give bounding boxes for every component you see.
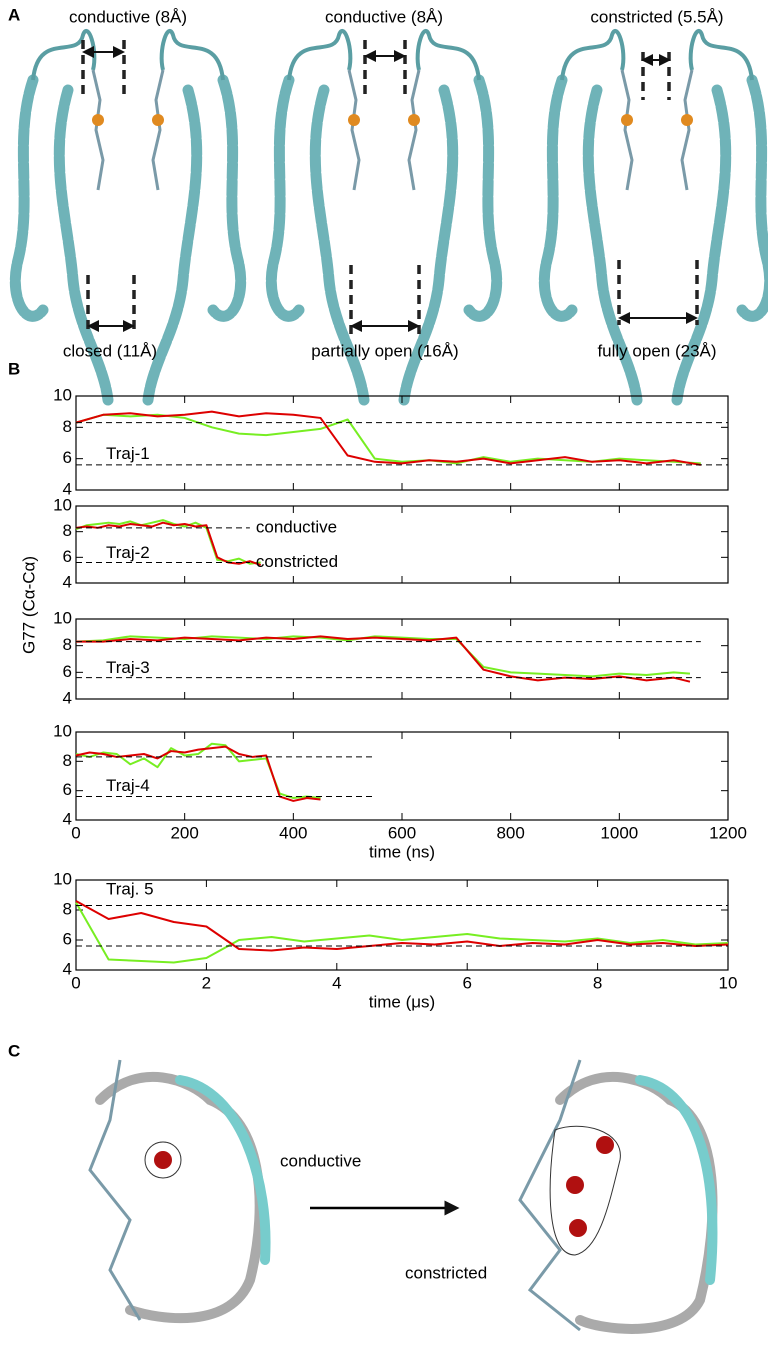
y-tick-label: 10	[53, 385, 72, 404]
x-tick-label: 6	[462, 973, 471, 992]
state-label: constricted (5.5Å)	[590, 7, 723, 26]
x-tick-label: 4	[332, 973, 341, 992]
y-tick-label: 6	[63, 929, 72, 948]
y-tick-label: 4	[63, 959, 72, 978]
y-tick-label: 8	[63, 417, 72, 436]
reference-label: constricted	[256, 552, 338, 571]
panel-letter: A	[8, 5, 20, 24]
gate-label: closed (11Å)	[63, 341, 157, 360]
panel-letter: B	[8, 359, 20, 378]
plot-frame	[75, 879, 729, 971]
trace	[75, 635, 691, 678]
trace	[75, 410, 702, 466]
trace	[75, 902, 729, 964]
panel-letter: C	[8, 1041, 20, 1060]
reference-label: conductive	[256, 517, 337, 536]
trajectory-label: Traj-1	[106, 444, 150, 463]
y-tick-label: 6	[63, 448, 72, 467]
y-tick-label: 4	[63, 479, 72, 498]
x-tick-label: 1000	[600, 823, 638, 842]
x-tick-label: 8	[593, 973, 602, 992]
trajectory-label: Traj. 5	[106, 879, 154, 898]
panel-a-structures	[15, 31, 768, 400]
x-tick-label: 0	[71, 823, 80, 842]
x-tick-label: 200	[170, 823, 198, 842]
x-axis-label: time (ns)	[369, 842, 435, 861]
y-tick-label: 8	[63, 751, 72, 770]
x-tick-label: 600	[388, 823, 416, 842]
state-label: conductive (8Å)	[325, 7, 443, 26]
trace	[75, 900, 729, 952]
x-axis-label: time (μs)	[369, 992, 435, 1011]
y-tick-label: 6	[63, 547, 72, 566]
y-tick-label: 10	[53, 869, 72, 888]
y-tick-label: 8	[63, 635, 72, 654]
x-tick-label: 2	[202, 973, 211, 992]
y-tick-label: 4	[63, 688, 72, 707]
y-tick-label: 10	[53, 495, 72, 514]
gate-label: partially open (16Å)	[311, 341, 458, 360]
panel-c-structures	[88, 1059, 718, 1334]
trace	[76, 635, 691, 683]
y-tick-label: 6	[63, 780, 72, 799]
x-tick-label: 400	[279, 823, 307, 842]
y-tick-label: 4	[63, 572, 72, 591]
trajectory-label: Traj-4	[106, 776, 150, 795]
y-tick-label: 8	[63, 899, 72, 918]
y-tick-label: 10	[53, 608, 72, 627]
x-tick-label: 0	[71, 973, 80, 992]
gate-label: fully open (23Å)	[597, 341, 716, 360]
y-tick-label: 8	[63, 521, 72, 540]
plot-frame	[75, 731, 729, 821]
trace	[75, 413, 701, 465]
trajectory-label: Traj-2	[106, 543, 150, 562]
state-label: conductive	[280, 1151, 361, 1170]
y-tick-label: 4	[63, 809, 72, 828]
y-tick-label: 6	[63, 662, 72, 681]
trajectory-label: Traj-3	[106, 658, 150, 677]
trace	[75, 519, 261, 565]
trace	[75, 521, 262, 566]
state-label: conductive (8Å)	[69, 7, 187, 26]
x-tick-label: 800	[496, 823, 524, 842]
state-label: constricted	[405, 1263, 487, 1282]
y-tick-label: 10	[53, 721, 72, 740]
x-tick-label: 1200	[709, 823, 747, 842]
x-tick-label: 10	[719, 973, 738, 992]
plot-frame	[75, 395, 729, 491]
y-axis-label: G77 (Cα-Cα)	[19, 556, 38, 654]
plot-frame	[75, 505, 729, 584]
plot-frame	[75, 618, 729, 700]
